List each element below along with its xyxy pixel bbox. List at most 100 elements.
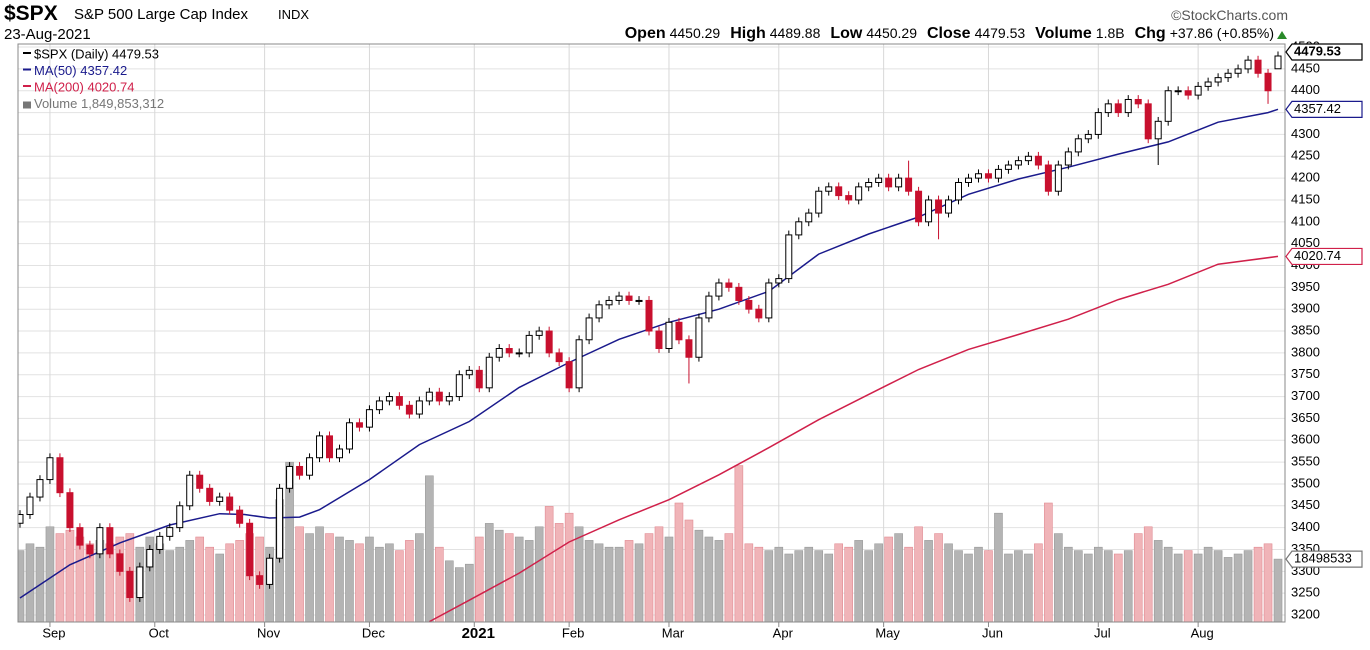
candle-body: [86, 544, 94, 555]
volume-bar: [934, 533, 943, 622]
candle: [66, 488, 74, 533]
x-tick-label: May: [875, 625, 900, 640]
volume-bar: [425, 475, 434, 622]
candle-body: [645, 299, 653, 332]
candle-body: [1134, 98, 1142, 105]
x-tick-label: Feb: [562, 625, 584, 640]
candle-body: [425, 391, 433, 402]
candle: [1034, 151, 1042, 170]
candle: [855, 182, 863, 205]
candle: [1144, 99, 1152, 144]
legend-entry: MA(200) 4020.74: [34, 79, 134, 94]
candle: [945, 195, 953, 218]
volume-bar: [514, 536, 524, 622]
candle: [56, 453, 64, 498]
candle: [226, 492, 234, 515]
candle-body: [805, 212, 813, 223]
candle: [575, 335, 583, 393]
candle: [685, 335, 693, 384]
volume-bar: [554, 523, 564, 622]
candle-body: [885, 177, 893, 188]
volume-bar: [464, 563, 474, 622]
candle-body: [1254, 59, 1262, 74]
volume-bar: [315, 526, 324, 622]
candle-body: [974, 173, 982, 179]
volume-bar: [544, 506, 554, 622]
candle-body: [46, 457, 54, 481]
volume-bar: [1123, 550, 1133, 622]
candle: [935, 195, 943, 240]
candle: [196, 470, 204, 493]
y-tick-label: 3900: [1291, 301, 1320, 316]
price-tag: 4020.74: [1294, 248, 1341, 263]
volume-bar: [744, 543, 754, 622]
volume-bar: [974, 546, 983, 622]
candle: [26, 492, 34, 519]
candle-body: [1094, 112, 1102, 135]
candle: [166, 523, 174, 541]
candle-body: [146, 548, 154, 568]
candle: [465, 365, 473, 380]
candle-body: [266, 557, 274, 585]
stat-value: 4479.53: [974, 25, 1026, 41]
volume-bar: [704, 536, 714, 622]
volume-bar: [1163, 546, 1173, 622]
candle-body: [1144, 103, 1152, 140]
candle-body: [1064, 151, 1072, 166]
candle-body: [815, 190, 823, 214]
candle-body: [925, 199, 933, 223]
stat-label: Low: [830, 25, 863, 42]
candle: [1274, 51, 1282, 70]
candle: [505, 344, 513, 358]
candle: [675, 317, 683, 345]
candle: [1064, 147, 1072, 170]
volume-bar: [494, 529, 504, 622]
candle-body: [785, 234, 793, 280]
candle: [755, 304, 763, 323]
candle: [1174, 86, 1182, 96]
candle-body: [565, 361, 573, 389]
candle: [375, 396, 383, 415]
y-tick-label: 4450: [1291, 60, 1320, 75]
candle: [126, 566, 134, 602]
volume-bar: [1273, 558, 1283, 622]
candle: [725, 278, 733, 292]
candle-body: [455, 374, 463, 398]
volume-bar: [1064, 546, 1073, 622]
volume-bar: [55, 533, 65, 622]
candle-body: [485, 356, 493, 389]
volume-bar: [854, 540, 863, 622]
price-tag: 18498533: [1294, 551, 1352, 566]
y-tick-label: 4400: [1291, 82, 1320, 97]
stat-value: 1.8B: [1095, 25, 1125, 41]
candle: [645, 296, 653, 336]
candle-body: [905, 177, 913, 192]
candle: [775, 274, 783, 288]
volume-bar: [1203, 546, 1213, 622]
candle: [405, 400, 413, 419]
candle: [735, 282, 743, 305]
x-tick-label: Jun: [982, 625, 1003, 640]
volume-bar: [435, 546, 444, 622]
candle-body: [1174, 90, 1182, 93]
candle: [625, 291, 633, 305]
exchange: INDX: [278, 7, 310, 22]
candle: [1054, 160, 1062, 196]
moving-average-line: [19, 108, 1279, 599]
candle-body: [475, 369, 483, 389]
candle-body: [375, 400, 383, 411]
candle-body: [585, 317, 593, 341]
candle: [765, 278, 773, 323]
candle-body: [835, 186, 843, 197]
volume-bar: [524, 540, 534, 622]
candle: [266, 553, 274, 589]
candle: [176, 501, 184, 533]
volume-bar: [1173, 553, 1183, 622]
y-tick-label: 3200: [1291, 606, 1320, 621]
candle: [206, 483, 214, 506]
candle: [316, 431, 324, 463]
legend-swatch: [23, 85, 31, 87]
volume-bar: [534, 526, 544, 622]
volume-bar: [904, 546, 913, 622]
candle-body: [106, 527, 114, 555]
